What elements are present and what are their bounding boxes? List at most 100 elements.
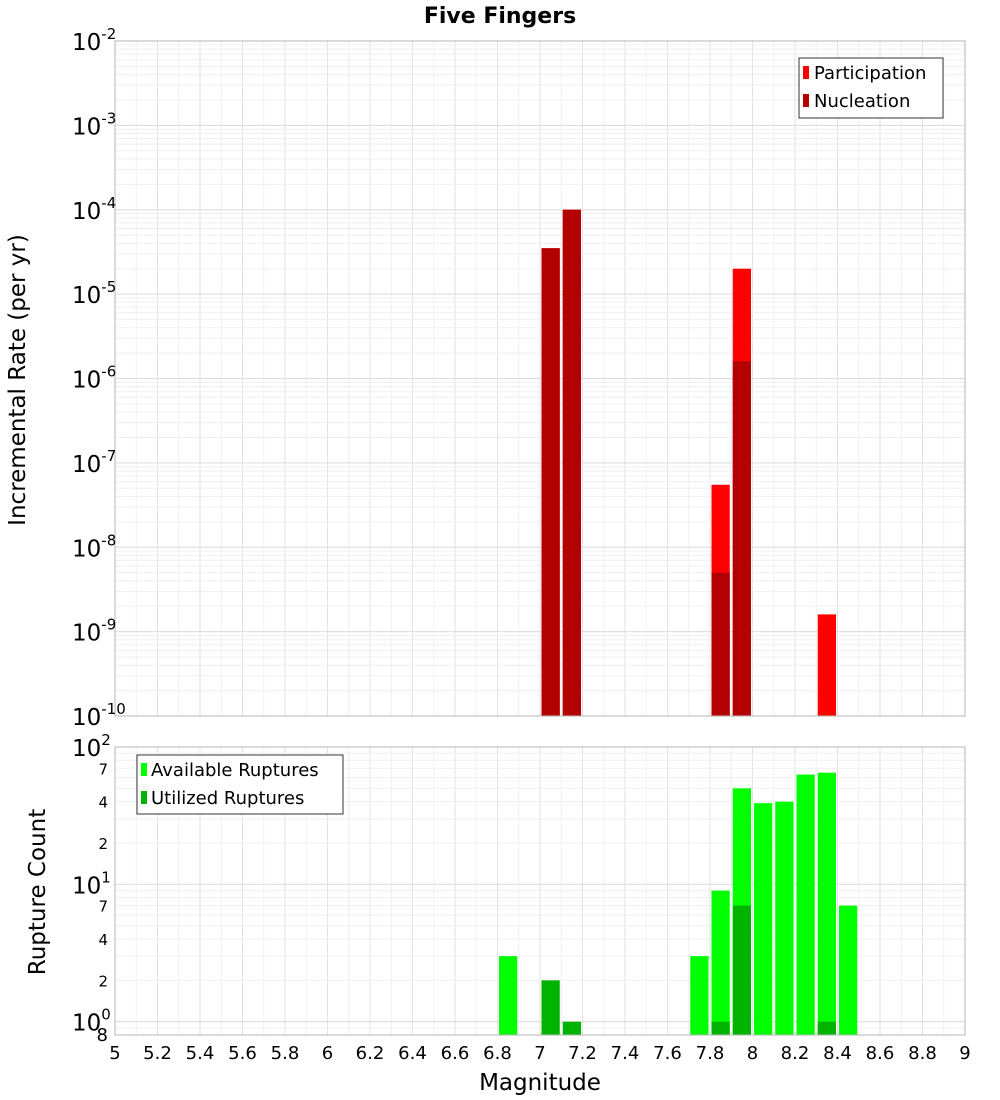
- y-tick-label: 10-10: [72, 700, 126, 731]
- bars: [541, 209, 836, 717]
- legend-label: Available Ruptures: [151, 760, 319, 781]
- count-bar-utilized-ruptures: [732, 905, 751, 1035]
- plot-frame: [114, 746, 966, 1036]
- y-tick-exponent: -4: [101, 194, 116, 212]
- y-tick-base: 10: [72, 452, 101, 478]
- count-bar-utilized-ruptures: [541, 980, 560, 1035]
- y-axis-label: Rupture Count: [25, 809, 51, 975]
- x-tick-label: 6.6: [441, 1043, 470, 1064]
- y-tick-label: 101: [72, 868, 111, 899]
- y-tick-exponent: -5: [101, 278, 116, 296]
- y-tick-base: 10: [72, 114, 101, 140]
- chart-title: Five Fingers: [424, 4, 576, 29]
- count-bar-available-ruptures: [839, 905, 858, 1035]
- legend-swatch: [141, 763, 147, 776]
- x-tick-label: 8.8: [908, 1043, 937, 1064]
- y-tick-label: 10-6: [72, 363, 116, 394]
- y-tick-minor-label: 4: [98, 931, 108, 949]
- y-tick-label: 102: [72, 731, 111, 762]
- x-tick-label: 8.2: [781, 1043, 810, 1064]
- legend-swatch: [141, 791, 147, 804]
- y-tick-base: 10: [72, 705, 101, 731]
- y-tick-base: 10: [72, 30, 101, 56]
- x-tick-label: 6.2: [356, 1043, 385, 1064]
- count-bar-available-ruptures: [690, 956, 709, 1035]
- y-tick-minor-label: 4: [98, 794, 108, 812]
- bars: [499, 772, 858, 1035]
- count-bar-utilized-ruptures: [711, 1021, 730, 1035]
- count-bar-available-ruptures: [711, 890, 730, 1035]
- y-tick-base: 10: [72, 536, 101, 562]
- y-tick-base: 10: [72, 283, 101, 309]
- x-tick-label: 7.2: [568, 1043, 597, 1064]
- legend-label: Utilized Ruptures: [151, 788, 304, 809]
- legend-box: [798, 57, 944, 119]
- x-tick-label: 8.6: [866, 1043, 895, 1064]
- rate-bar-nucleation: [541, 248, 560, 717]
- y-tick-label: 10-5: [72, 278, 116, 309]
- y-tick-exponent: -3: [101, 109, 116, 127]
- x-tick-label: 6.4: [398, 1043, 427, 1064]
- x-axis: 5 5.2 5.4 5.6 5.8 6 6.2 6.4 6.6 6.8 7 7.2 7.4 7.6 7.8 8…: [109, 1043, 970, 1064]
- y-tick-exponent: 0: [101, 1006, 111, 1024]
- x-tick-label: 5.6: [228, 1043, 257, 1064]
- x-tick-label: 7.4: [611, 1043, 640, 1064]
- rate-bar-participation: [817, 614, 836, 716]
- y-tick-exponent: -6: [101, 363, 116, 381]
- count-bar-available-ruptures: [796, 774, 815, 1035]
- count-bar-available-ruptures: [754, 803, 773, 1035]
- legend-swatch: [803, 66, 809, 79]
- y-tick-label: 10-4: [72, 194, 116, 225]
- y-tick-exponent: -2: [101, 25, 116, 43]
- x-axis-label: Magnitude: [479, 1070, 601, 1096]
- incremental-rate-panel: 10-1010-910-810-710-610-510-410-310-2Inc…: [5, 25, 966, 731]
- count-bar-available-ruptures: [499, 956, 518, 1035]
- legend-label: Participation: [814, 63, 926, 84]
- legend-box: [136, 754, 344, 815]
- y-tick-base: 10: [72, 199, 101, 225]
- y-tick-minor-label: 2: [98, 835, 108, 853]
- count-bar-utilized-ruptures: [817, 1021, 836, 1035]
- y-tick-label: 100: [72, 1006, 111, 1037]
- legend: Participation Nucleation: [798, 57, 944, 119]
- x-tick-label: 7.8: [696, 1043, 725, 1064]
- rate-bar-nucleation: [562, 209, 581, 716]
- x-tick-label: 8.4: [823, 1043, 852, 1064]
- count-bar-utilized-ruptures: [562, 1021, 581, 1035]
- y-tick-minor-label: 7: [98, 760, 108, 778]
- legend-swatch: [803, 94, 809, 107]
- y-tick-minor-label: 2: [98, 972, 108, 990]
- legend-label: Nucleation: [814, 91, 910, 112]
- y-tick-exponent: 2: [101, 731, 111, 749]
- y-tick-exponent: -9: [101, 616, 116, 634]
- x-tick-label: 6: [322, 1043, 333, 1064]
- x-tick-label: 9: [959, 1043, 970, 1064]
- y-tick-base: 10: [72, 1011, 101, 1037]
- y-tick-base: 10: [72, 368, 101, 394]
- y-tick-label: 10-9: [72, 616, 116, 647]
- x-tick-label: 8: [747, 1043, 758, 1064]
- count-bar-available-ruptures: [775, 801, 794, 1035]
- y-tick-exponent: -7: [101, 447, 116, 465]
- x-tick-label: 7: [534, 1043, 545, 1064]
- x-tick-label: 5: [109, 1043, 120, 1064]
- y-tick-label: 10-2: [72, 25, 116, 56]
- y-tick-base: 10: [72, 621, 101, 647]
- y-tick-label: 10-7: [72, 447, 116, 478]
- y-tick-base: 10: [72, 736, 101, 762]
- x-tick-label: 6.8: [483, 1043, 512, 1064]
- y-axis-label: Incremental Rate (per yr): [5, 234, 31, 526]
- y-tick-minor-label: 7: [98, 898, 108, 916]
- x-tick-label: 5.4: [186, 1043, 215, 1064]
- y-tick-label: 10-8: [72, 531, 116, 562]
- legend: Available Ruptures Utilized Ruptures: [136, 754, 344, 815]
- x-tick-label: 7.6: [653, 1043, 682, 1064]
- x-tick-label: 5.2: [143, 1043, 172, 1064]
- rate-bar-nucleation: [732, 361, 751, 716]
- x-tick-label: 5.8: [271, 1043, 300, 1064]
- y-tick-minor-label: 8: [97, 1025, 108, 1046]
